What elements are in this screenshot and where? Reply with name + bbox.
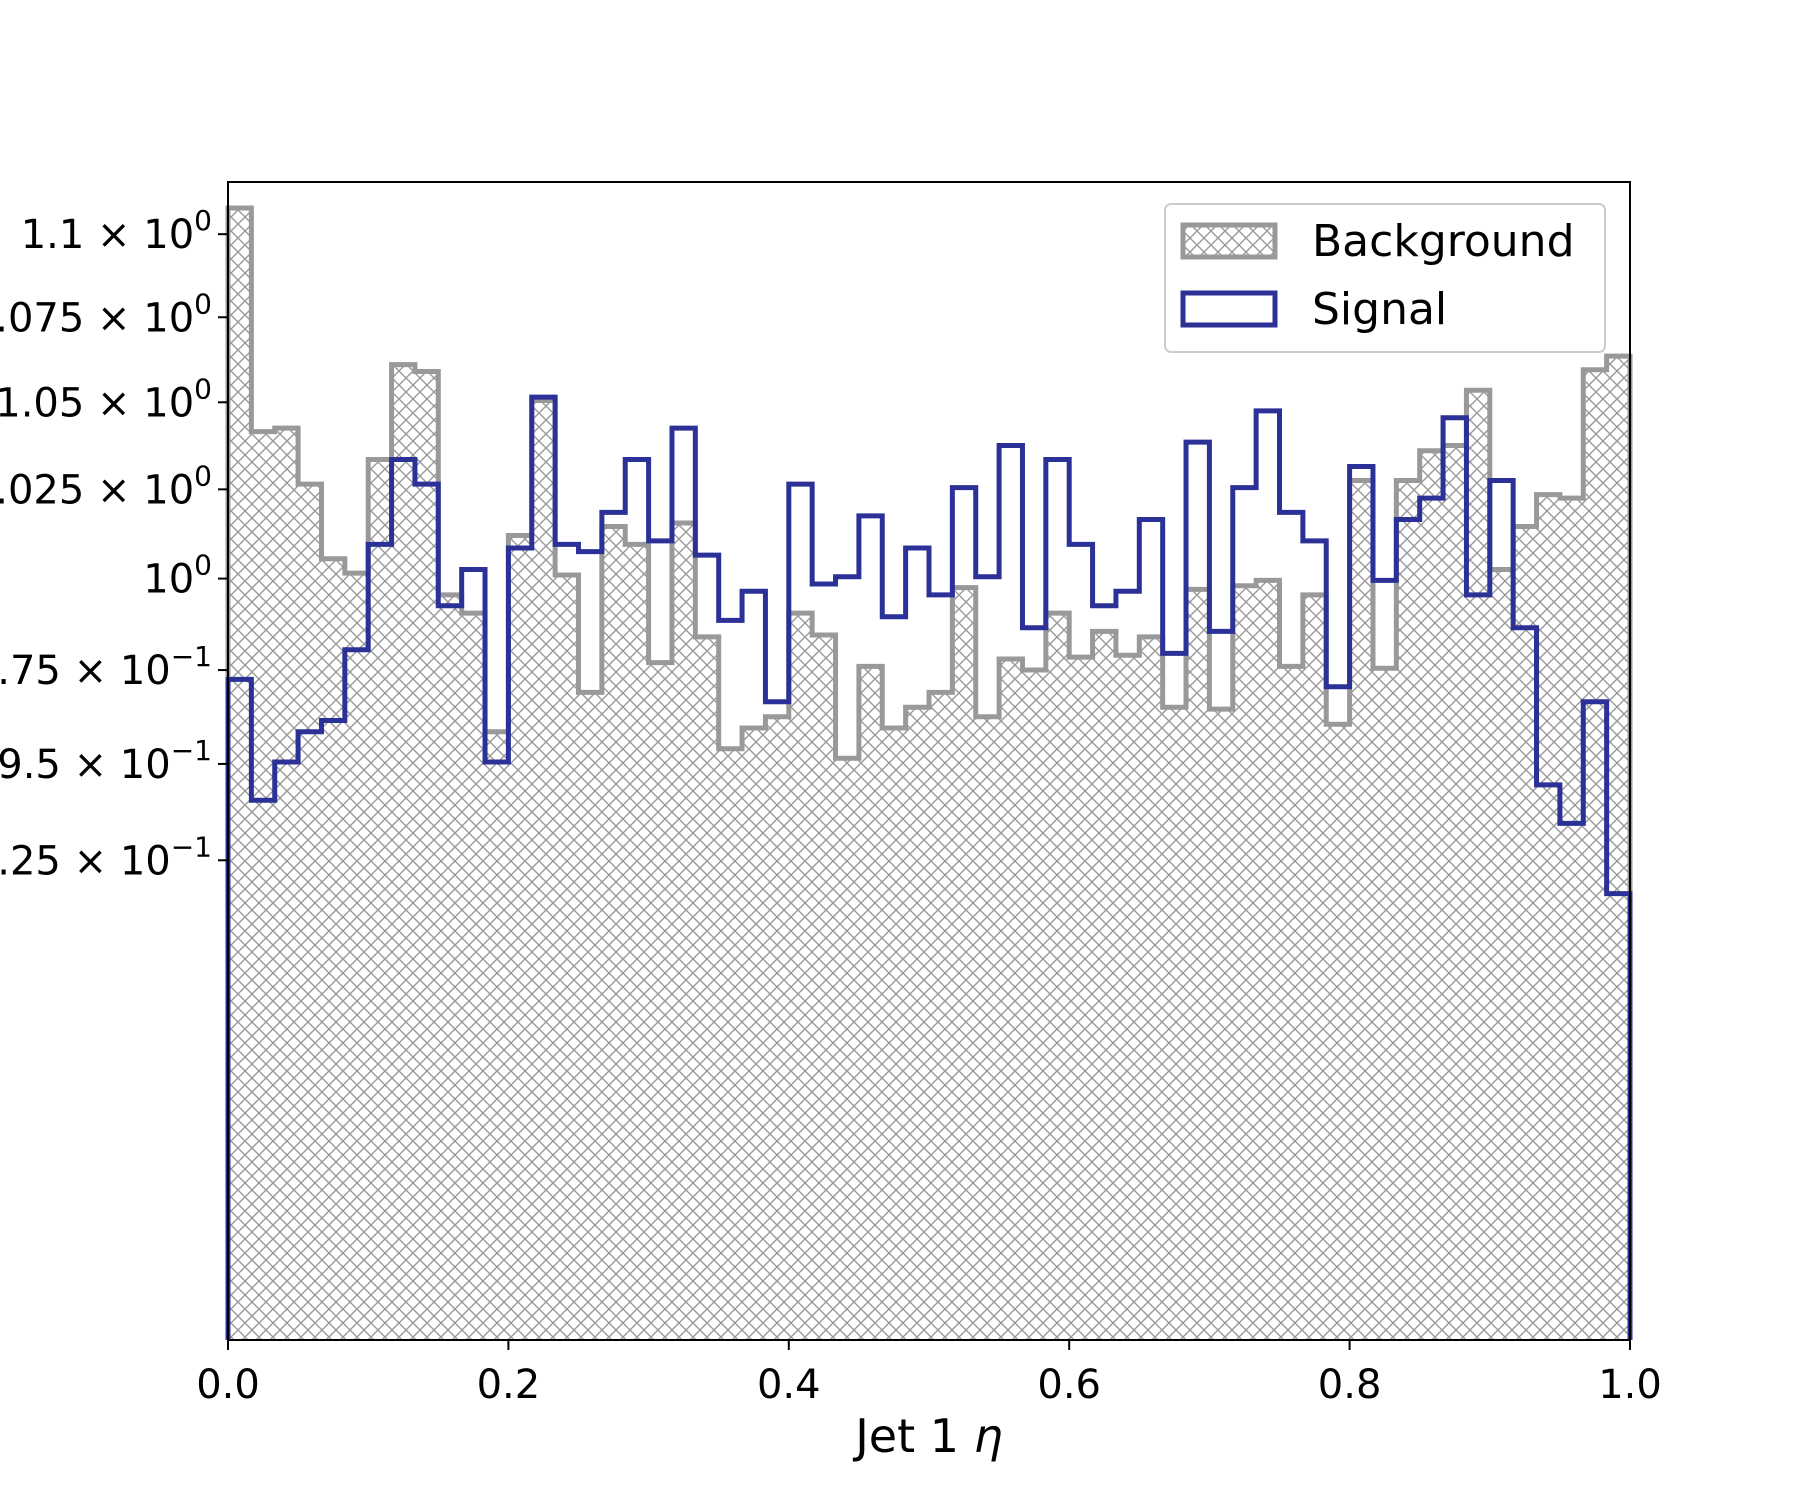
background-bar <box>461 613 486 1340</box>
background-bar <box>1372 668 1397 1340</box>
legend-swatch-background <box>1180 222 1278 260</box>
y-tick-label: 100 <box>143 549 212 603</box>
background-bar <box>835 758 860 1340</box>
background-bar <box>1489 569 1514 1340</box>
x-axis-label: Jet 1 η <box>852 1409 1003 1463</box>
background-bar <box>905 707 930 1340</box>
background-bar <box>742 727 767 1340</box>
background-bar <box>1092 631 1117 1340</box>
background-bar <box>321 558 346 1340</box>
background-bar <box>812 635 837 1340</box>
background-bar <box>788 613 813 1340</box>
background-bar <box>555 574 580 1340</box>
background-bar <box>1419 450 1444 1340</box>
background-bar <box>508 535 533 1340</box>
background-bar <box>1069 657 1094 1340</box>
y-tick-label: 9.5 × 10−1 <box>0 734 212 788</box>
background-bar <box>274 428 299 1340</box>
background-bar <box>578 692 603 1340</box>
background-bar <box>648 662 673 1340</box>
y-tick-label: 1.05 × 100 <box>0 372 212 426</box>
background-bar <box>858 666 883 1340</box>
background-bar <box>391 364 416 1340</box>
y-tick-label: 1.025 × 100 <box>0 459 212 513</box>
background-bar <box>718 748 743 1340</box>
background-bar <box>344 573 369 1340</box>
background-bar <box>1115 655 1140 1340</box>
background-bar <box>1256 580 1281 1340</box>
legend-label-background: Background <box>1312 216 1575 267</box>
background-bar <box>929 692 953 1340</box>
background-bar <box>438 594 463 1340</box>
background-bar <box>695 636 720 1340</box>
x-tick-label: 0.8 <box>1318 1362 1382 1408</box>
background-bar <box>1302 594 1327 1340</box>
background-bar <box>1045 613 1070 1340</box>
x-tick-label: 0.2 <box>477 1362 541 1408</box>
background-bar <box>1349 480 1374 1340</box>
background-bar <box>1536 494 1561 1340</box>
background-bar <box>1443 445 1468 1340</box>
y-tick-label: 1.1 × 100 <box>21 204 212 258</box>
background-bar <box>531 400 556 1340</box>
background-bars <box>228 208 1631 1341</box>
background-bar <box>625 544 650 1340</box>
x-tick-label: 0.6 <box>1037 1362 1101 1408</box>
background-bar <box>1326 724 1351 1340</box>
signal-outline <box>225 394 1633 1340</box>
background-bar <box>601 526 626 1340</box>
background-bar <box>228 208 252 1340</box>
x-tick-label: 1.0 <box>1598 1362 1662 1408</box>
background-bar <box>1232 585 1257 1340</box>
legend-label-signal: Signal <box>1312 284 1447 335</box>
background-bar <box>952 587 977 1340</box>
plot-frame <box>227 181 1631 1341</box>
y-axis: 1.1 × 100 1.075 × 100 1.05 × 100 1.025 × 10… <box>0 204 228 884</box>
background-bar <box>1513 526 1538 1340</box>
y-tick-label: 1.075 × 100 <box>0 287 212 341</box>
x-tick-label: 0.4 <box>757 1362 821 1408</box>
background-bar <box>999 658 1024 1340</box>
background-bar <box>298 484 323 1340</box>
background-bar <box>414 371 439 1340</box>
background-bar <box>882 727 907 1340</box>
background-bar <box>485 731 509 1340</box>
background-bar <box>1209 709 1234 1340</box>
background-bar <box>368 459 393 1340</box>
plot-area <box>225 205 1633 1341</box>
background-bar <box>765 716 790 1340</box>
y-tick-label: 9.25 × 10−1 <box>0 830 212 884</box>
legend: Background Signal <box>1164 203 1606 353</box>
x-tick-label: 0.0 <box>196 1362 260 1408</box>
background-bar <box>1162 707 1187 1340</box>
background-bar <box>1186 589 1210 1340</box>
x-axis: 0.0 0.2 0.4 0.6 0.8 1.0 <box>196 1340 1662 1408</box>
background-bar <box>1466 390 1491 1340</box>
legend-swatch-signal <box>1180 290 1278 328</box>
background-bar <box>671 523 696 1340</box>
background-bar <box>251 431 276 1340</box>
y-tick-label: 9.75 × 10−1 <box>0 640 212 694</box>
background-bar <box>1396 480 1421 1340</box>
background-bar <box>1583 369 1608 1341</box>
background-bar <box>1279 666 1304 1340</box>
background-bar <box>975 716 1000 1340</box>
background-bar <box>1022 670 1047 1340</box>
background-bar <box>1559 498 1584 1340</box>
background-bar <box>1139 636 1164 1340</box>
background-bar <box>1606 356 1631 1340</box>
